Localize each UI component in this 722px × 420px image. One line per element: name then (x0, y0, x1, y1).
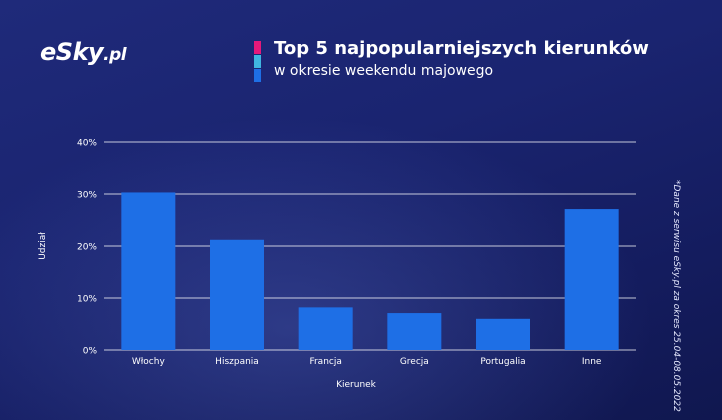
x-axis-label: Kierunek (336, 380, 377, 390)
x-tick-label: Grecja (400, 357, 429, 367)
chart-title: Top 5 najpopularniejszych kierunków (274, 38, 649, 59)
bar-hiszpania (210, 239, 264, 350)
y-tick-label: 10% (77, 295, 97, 305)
bar-grecja (387, 313, 442, 350)
x-tick-label: Włochy (132, 357, 166, 367)
x-axis-ticks: Włochy Hiszpania Francja Grecja Portugalia In… (132, 357, 602, 367)
logo-suffix: .pl (103, 45, 127, 65)
y-tick-label: 20% (77, 243, 97, 253)
bar-inne (564, 209, 619, 350)
title-accent-bar (254, 41, 261, 83)
y-axis-label: Udział (38, 232, 48, 260)
logo-text: eSky (40, 38, 104, 66)
x-tick-label: Hiszpania (215, 357, 259, 367)
x-tick-label: Francja (309, 357, 341, 367)
bar-portugalia (476, 318, 530, 350)
gridlines (104, 141, 636, 351)
y-tick-label: 0% (83, 347, 98, 357)
y-tick-label: 30% (77, 191, 97, 201)
data-source-footnote: *Dane z serwisu eSky.pl za okres 25.04-0… (671, 180, 681, 412)
bar-francja (298, 307, 353, 350)
accent-cyan (254, 55, 261, 68)
x-tick-label: Inne (582, 357, 602, 367)
bar-włochy (121, 192, 176, 350)
esky-logo: eSky.pl (40, 38, 127, 66)
x-tick-label: Portugalia (480, 357, 525, 367)
bars (121, 192, 619, 350)
y-axis-ticks: 0% 10% 20% 30% 40% (77, 139, 97, 357)
chart-subtitle: w okresie weekendu majowego (274, 63, 494, 79)
accent-blue (254, 69, 261, 82)
accent-pink (254, 41, 261, 54)
y-tick-label: 40% (77, 139, 97, 149)
